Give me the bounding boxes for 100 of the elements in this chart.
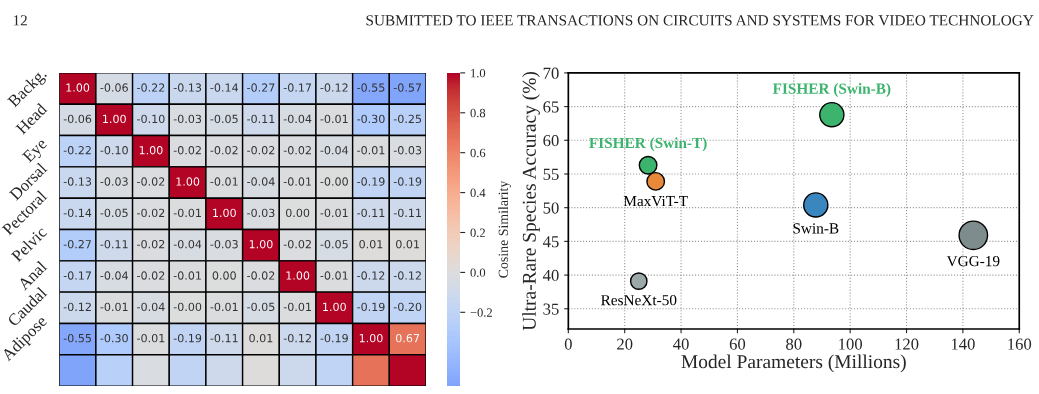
data-label: 0.67 <box>396 333 420 343</box>
y-tick-label: 35 <box>543 303 559 315</box>
data-label: -0.10 <box>137 114 165 124</box>
x-tick-label: 140 <box>951 338 975 350</box>
data-label: -0.02 <box>210 146 238 155</box>
data-label: -0.27 <box>247 83 275 92</box>
data-label: -0.01 <box>100 302 128 312</box>
data-label: -0.01 <box>210 177 238 186</box>
data-label: -0.01 <box>137 333 165 343</box>
data-label: -0.12 <box>320 83 348 92</box>
data-label: -0.01 <box>283 177 311 186</box>
data-label: -0.04 <box>137 302 165 312</box>
data-label: -0.03 <box>247 208 275 218</box>
x-tick-label: 100 <box>839 338 863 350</box>
series-label: VGG-19 <box>946 256 1000 267</box>
data-label: -0.01 <box>210 302 238 312</box>
series-label: Swin-B <box>793 223 839 234</box>
color-bar-label: 1.0 <box>471 68 486 78</box>
y-tick-label: 55 <box>543 168 559 180</box>
y-tick-label: 60 <box>543 134 559 147</box>
data-label: -0.02 <box>247 271 275 280</box>
data-label: -0.06 <box>63 114 92 124</box>
data-label: -0.01 <box>357 146 385 155</box>
data-label: -0.13 <box>173 83 202 92</box>
data-label: -0.05 <box>247 302 275 312</box>
data-label: 1.00 <box>323 302 346 312</box>
x-tick-label: 40 <box>673 338 689 350</box>
data-label: -0.14 <box>63 208 92 218</box>
data-label: -0.19 <box>357 177 385 186</box>
data-label: -0.01 <box>173 208 201 218</box>
data-label: 0.00 <box>285 208 310 218</box>
data-label: -0.04 <box>283 114 312 124</box>
data-label: 0.01 <box>249 333 273 343</box>
x-tick-label: 80 <box>786 338 802 350</box>
color-bar-label: 0.6 <box>470 148 486 158</box>
y-tick-label: 40 <box>542 269 559 282</box>
data-label: -0.12 <box>283 333 311 343</box>
data-label: 1.00 <box>249 239 273 249</box>
data-label: 0.01 <box>359 239 383 249</box>
data-label: 1.00 <box>103 114 126 124</box>
data-label: -0.01 <box>173 271 201 280</box>
series-label: ResNeXt-50 <box>601 294 677 306</box>
data-label: 1.00 <box>286 271 310 280</box>
color-bar-label: 0.0 <box>470 268 486 277</box>
data-label: -0.02 <box>283 239 311 249</box>
data-label: -0.02 <box>137 271 165 280</box>
data-label: -0.30 <box>357 114 385 124</box>
data-label: -0.00 <box>173 302 202 312</box>
data-label: -0.19 <box>357 302 385 312</box>
y-tick-label: 50 <box>543 202 559 214</box>
series-label: FISHER (Swin-T) <box>589 137 707 152</box>
data-label: -0.02 <box>283 146 311 155</box>
x-tick-label: 60 <box>729 338 746 350</box>
data-label: -0.11 <box>357 208 385 218</box>
data-label: -0.04 <box>100 271 128 280</box>
data-label: -0.01 <box>320 114 348 124</box>
x-tick-label: 160 <box>1008 338 1032 350</box>
data-label: -0.05 <box>210 114 238 124</box>
data-label: -0.03 <box>393 146 422 155</box>
y-axis-title: Ultra-Rare Species Accuracy (%) <box>522 71 540 331</box>
data-label: -0.04 <box>320 146 349 155</box>
data-label: -0.01 <box>283 302 311 312</box>
data-label: -0.17 <box>283 83 312 92</box>
data-label: -0.02 <box>173 146 201 155</box>
data-label: 1.00 <box>66 83 90 92</box>
y-tick-label: 70 <box>543 67 559 79</box>
text: SUBMITTED TO IEEE TRANSACTIONS ON CIRCUITS AND SYSTEMS FOR VIDEO TECHNOLOGY <box>366 15 1034 26</box>
data-label: -0.22 <box>63 146 91 155</box>
data-label: -0.27 <box>63 239 91 249</box>
data-label: 0.00 <box>212 271 236 280</box>
data-label: -0.03 <box>100 177 128 186</box>
data-label: 1.00 <box>139 146 163 155</box>
data-label: -0.17 <box>63 271 91 280</box>
color-bar-label: 0.2 <box>470 228 485 238</box>
data-label: -0.12 <box>393 271 421 280</box>
data-label: -0.02 <box>247 146 275 155</box>
x-tick-label: 120 <box>895 338 919 350</box>
y-tick-label: 45 <box>542 236 559 248</box>
data-label: -0.05 <box>320 239 348 249</box>
color-bar-label: 0.8 <box>470 108 486 118</box>
data-label: -0.11 <box>247 114 275 124</box>
data-label: -0.05 <box>100 208 128 218</box>
data-label: -0.19 <box>320 333 348 343</box>
data-label: -0.11 <box>100 239 128 249</box>
data-label: -0.04 <box>173 239 202 249</box>
color-bar-title: Cosine Similarity <box>498 180 511 278</box>
data-label: -0.12 <box>63 302 91 312</box>
series-label: FISHER (Swin-B) <box>772 83 891 97</box>
data-label: -0.04 <box>247 177 275 186</box>
y-tick-label: 65 <box>543 101 559 113</box>
x-tick-label: 20 <box>617 338 633 350</box>
data-label: -0.01 <box>320 208 348 218</box>
data-label: -0.10 <box>100 146 128 155</box>
data-label: -0.11 <box>393 208 421 218</box>
data-label: -0.02 <box>137 239 165 249</box>
data-label: -0.55 <box>357 83 385 92</box>
data-label: -0.30 <box>100 333 128 343</box>
data-label: -0.06 <box>100 83 128 92</box>
data-label: -0.55 <box>63 333 91 343</box>
text: 12 <box>13 15 27 26</box>
